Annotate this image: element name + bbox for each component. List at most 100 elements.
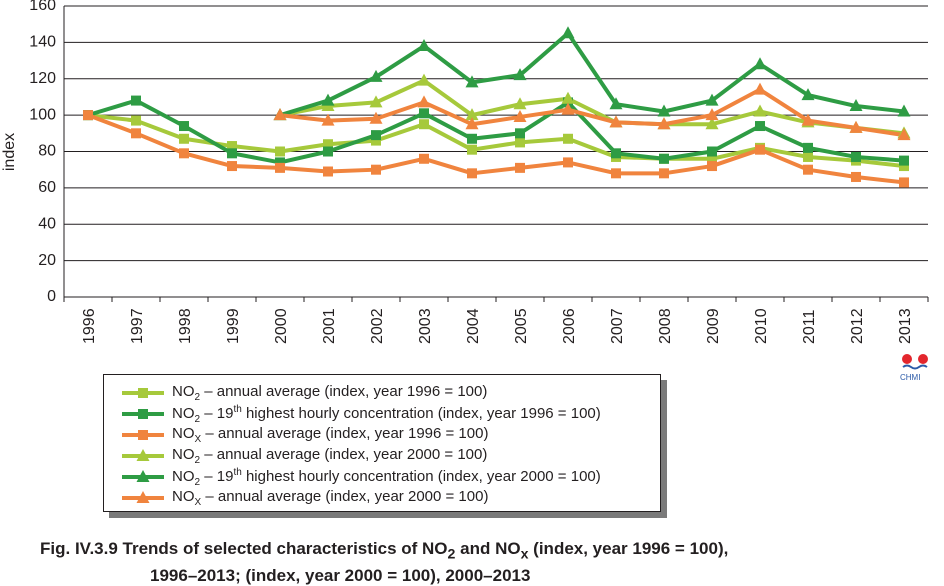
x-tick-label: 2002 bbox=[369, 308, 386, 344]
data-point-square bbox=[515, 128, 525, 139]
series-line bbox=[87, 113, 905, 185]
data-point-square bbox=[467, 168, 477, 179]
data-point-triangle bbox=[657, 117, 671, 130]
legend-item: NOX – annual average (index, year 2000 =… bbox=[120, 488, 488, 508]
legend-item: NO2 – annual average (index, year 1996 =… bbox=[120, 383, 487, 403]
data-point-triangle bbox=[513, 68, 527, 81]
data-point-square bbox=[83, 110, 93, 121]
data-point-square bbox=[275, 146, 285, 157]
data-point-square bbox=[755, 144, 765, 155]
data-point-square bbox=[371, 135, 381, 146]
data-point-triangle bbox=[465, 117, 479, 130]
data-point-triangle bbox=[369, 69, 383, 82]
data-point-square bbox=[371, 130, 381, 141]
y-tick-label: 100 bbox=[29, 106, 56, 123]
y-axis-label: index bbox=[1, 133, 18, 171]
data-point-square bbox=[899, 161, 909, 172]
data-point-triangle bbox=[609, 97, 623, 110]
data-point-triangle bbox=[417, 73, 431, 86]
data-point-triangle bbox=[465, 108, 479, 121]
legend-label: NO2 – annual average (index, year 2000 =… bbox=[172, 446, 488, 466]
figure-caption: Fig. IV.3.9 Trends of selected character… bbox=[40, 539, 729, 586]
data-point-triangle bbox=[801, 88, 815, 101]
y-tick-label: 60 bbox=[38, 179, 56, 196]
data-point-triangle bbox=[897, 104, 911, 117]
legend-label: NO2 – 19th highest hourly concentration … bbox=[172, 466, 601, 488]
data-point-square bbox=[803, 151, 813, 162]
series-line bbox=[279, 31, 905, 118]
data-point-triangle bbox=[417, 95, 431, 108]
x-tick-label: 2006 bbox=[561, 308, 578, 344]
data-point-square bbox=[419, 119, 429, 130]
data-point-square bbox=[323, 139, 333, 150]
data-point-triangle bbox=[136, 470, 150, 482]
series-line bbox=[279, 87, 905, 138]
y-tick-label: 40 bbox=[38, 215, 56, 232]
x-tick-label: 1996 bbox=[81, 308, 98, 344]
legend-swatch bbox=[122, 449, 164, 461]
data-point-triangle bbox=[513, 97, 527, 110]
data-point-triangle bbox=[417, 39, 431, 52]
data-point-square bbox=[227, 148, 237, 159]
y-tick-label: 0 bbox=[47, 288, 56, 305]
x-tick-label: 2013 bbox=[897, 308, 914, 344]
series-lines bbox=[87, 31, 905, 185]
data-point-triangle bbox=[369, 95, 383, 108]
data-point-triangle bbox=[849, 120, 863, 133]
chmi-logo-icon bbox=[902, 354, 928, 370]
legend-item: NO2 – annual average (index, year 2000 =… bbox=[120, 446, 487, 466]
data-point-triangle bbox=[561, 102, 575, 115]
data-point-triangle bbox=[753, 57, 767, 70]
data-point-square bbox=[227, 161, 237, 172]
data-point-square bbox=[419, 108, 429, 119]
legend-label: NO2 – 19th highest hourly concentration … bbox=[172, 403, 601, 425]
data-point-square bbox=[323, 166, 333, 177]
legend-label: NO2 – annual average (index, year 1996 =… bbox=[172, 383, 488, 403]
x-tick-label: 2005 bbox=[513, 308, 530, 344]
x-tick-label: 2011 bbox=[801, 309, 818, 344]
data-point-square bbox=[851, 171, 861, 182]
data-point-square bbox=[563, 133, 573, 144]
legend-swatch bbox=[122, 430, 164, 440]
data-point-triangle bbox=[705, 117, 719, 130]
data-point-square bbox=[515, 137, 525, 148]
x-tick-label: 2008 bbox=[657, 308, 674, 344]
x-tick-label: 2010 bbox=[753, 308, 770, 344]
series-line bbox=[87, 113, 905, 169]
data-point-square bbox=[611, 168, 621, 179]
data-point-triangle bbox=[273, 108, 287, 121]
data-point-square bbox=[659, 153, 669, 164]
data-point-triangle bbox=[136, 449, 150, 461]
legend-swatch bbox=[122, 388, 164, 398]
data-point-square bbox=[323, 146, 333, 157]
x-tick-label: 2007 bbox=[609, 308, 626, 344]
data-point-square bbox=[138, 409, 148, 419]
legend-label: NOX – annual average (index, year 2000 =… bbox=[172, 488, 489, 508]
data-point-square bbox=[755, 121, 765, 132]
x-tick-label: 2009 bbox=[705, 308, 722, 344]
data-point-square bbox=[707, 153, 717, 164]
data-point-square bbox=[707, 146, 717, 157]
data-point-square bbox=[131, 128, 141, 139]
data-point-square bbox=[179, 133, 189, 144]
data-point-square bbox=[803, 142, 813, 153]
data-point-triangle bbox=[369, 111, 383, 124]
x-tick-label: 1999 bbox=[225, 308, 242, 344]
data-point-square bbox=[899, 155, 909, 166]
data-point-triangle bbox=[136, 491, 150, 503]
legend-label: NOX – annual average (index, year 1996 =… bbox=[172, 425, 489, 445]
data-point-triangle bbox=[657, 104, 671, 117]
x-tick-label: 1997 bbox=[129, 308, 146, 344]
data-point-triangle bbox=[705, 108, 719, 121]
y-tick-labels: 0 20 40 60 80 100 120 140 160 bbox=[29, 0, 56, 305]
data-point-triangle bbox=[513, 109, 527, 122]
data-point-square bbox=[611, 148, 621, 159]
y-tick-label: 80 bbox=[38, 143, 56, 160]
x-tick-label: 2012 bbox=[849, 308, 866, 344]
x-tick-label: 2000 bbox=[273, 308, 290, 344]
data-point-square bbox=[419, 153, 429, 164]
data-point-square bbox=[467, 144, 477, 155]
data-point-square bbox=[803, 164, 813, 175]
x-tick-label: 1998 bbox=[177, 308, 194, 344]
